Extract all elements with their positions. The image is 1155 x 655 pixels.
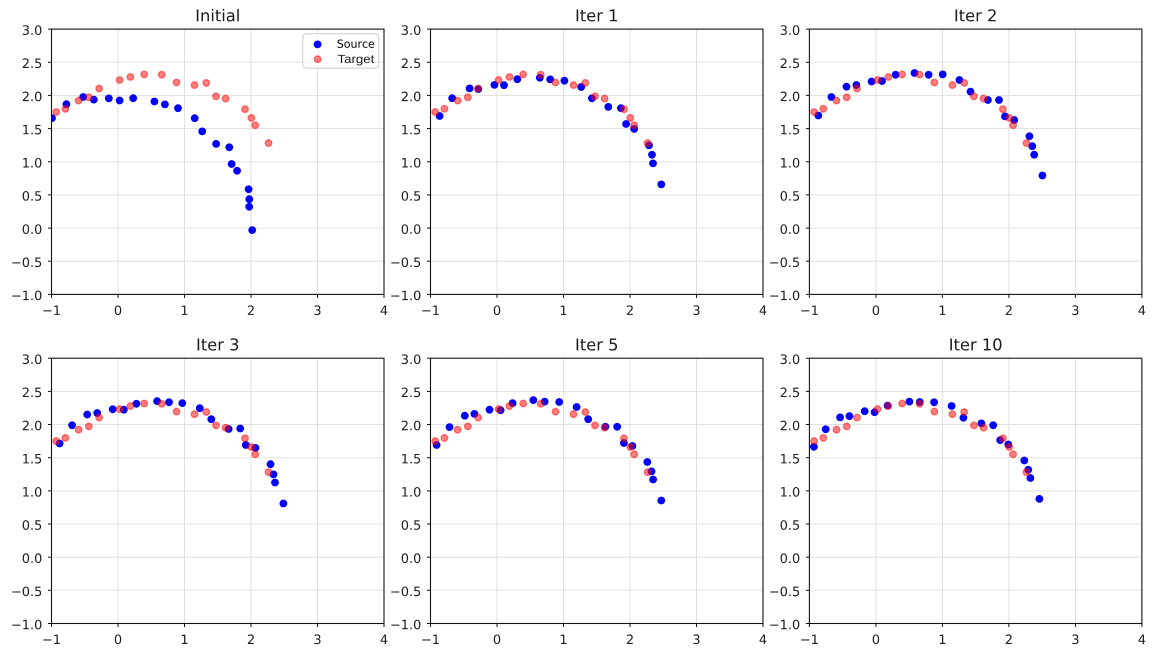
- svg-text:Target: Target: [338, 52, 376, 66]
